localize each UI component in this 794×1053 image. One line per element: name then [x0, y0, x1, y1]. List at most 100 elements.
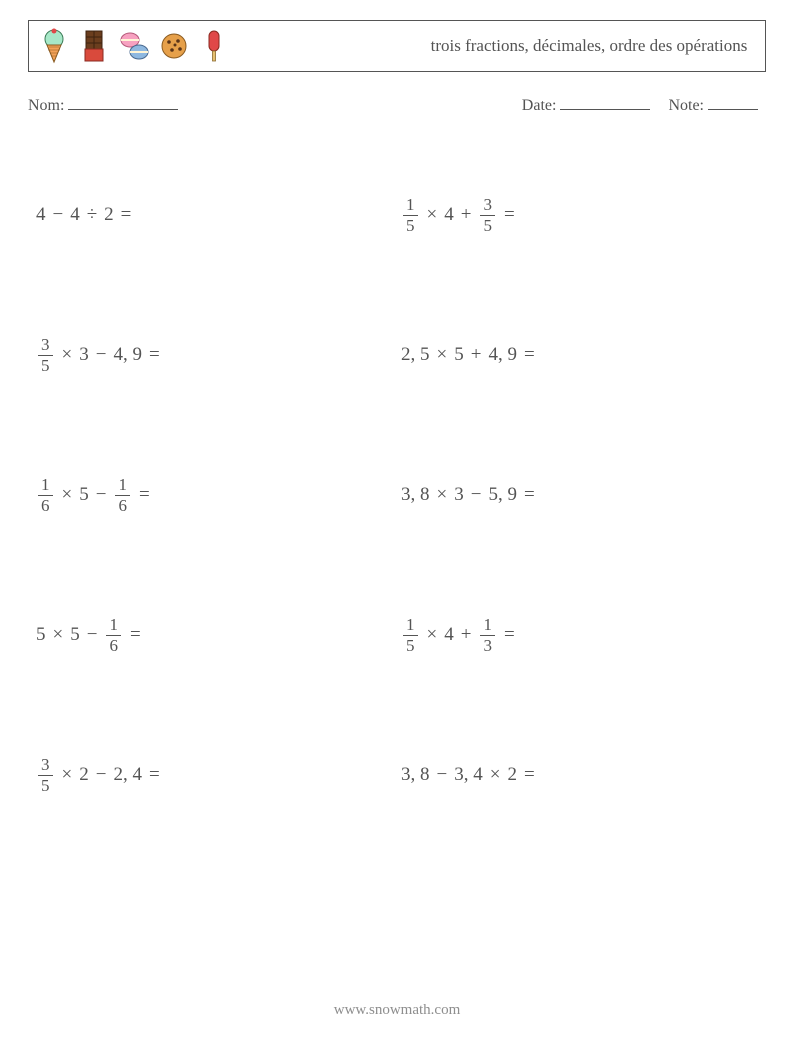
problem: 5×5−16=	[36, 565, 401, 705]
name-field: Nom:	[28, 94, 522, 115]
integer: 4	[444, 624, 454, 646]
name-blank[interactable]	[68, 94, 178, 110]
operator: ×	[62, 344, 73, 366]
decimal-number: 5, 9	[488, 484, 517, 506]
integer: 3	[454, 484, 464, 506]
equals-sign: =	[130, 624, 141, 646]
operator: ×	[53, 624, 64, 646]
fraction: 16	[115, 476, 130, 515]
problem: 15×4+13=	[401, 565, 766, 705]
integer: 2	[79, 764, 89, 786]
equals-sign: =	[524, 344, 535, 366]
operator: ×	[427, 624, 438, 646]
macarons-icon	[117, 27, 151, 65]
equals-sign: =	[524, 484, 535, 506]
equals-sign: =	[504, 204, 515, 226]
fraction-denominator: 5	[403, 637, 418, 655]
operator: ×	[437, 484, 448, 506]
expression: 2, 5×5+4, 9=	[401, 344, 539, 366]
operator: −	[87, 624, 98, 646]
operator: −	[53, 204, 64, 226]
expression: 5×5−16=	[36, 616, 145, 655]
meta-row: Nom: Date: Note:	[28, 94, 766, 115]
expression: 3, 8−3, 4×2=	[401, 764, 539, 786]
operator: ×	[62, 484, 73, 506]
integer: 2	[104, 204, 114, 226]
operator: −	[96, 764, 107, 786]
fraction: 35	[480, 196, 495, 235]
equals-sign: =	[524, 764, 535, 786]
integer: 4	[444, 204, 454, 226]
integer: 3	[79, 344, 89, 366]
fraction-numerator: 1	[403, 196, 418, 214]
decimal-number: 4, 9	[488, 344, 517, 366]
footer-link[interactable]: www.snowmath.com	[0, 1002, 794, 1019]
fraction-denominator: 5	[38, 357, 53, 375]
fraction-denominator: 6	[38, 497, 53, 515]
integer: 4	[36, 204, 46, 226]
operator: −	[96, 484, 107, 506]
fraction-denominator: 5	[38, 777, 53, 795]
expression: 35×3−4, 9=	[36, 336, 164, 375]
operator: ×	[437, 344, 448, 366]
worksheet-title: trois fractions, décimales, ordre des op…	[419, 35, 765, 56]
integer: 5	[79, 484, 89, 506]
note-label: Note:	[668, 97, 704, 114]
date-field: Date:	[522, 94, 651, 115]
integer: 5	[70, 624, 80, 646]
integer: 2	[507, 764, 517, 786]
fraction-numerator: 3	[38, 336, 53, 354]
equals-sign: =	[504, 624, 515, 646]
fraction: 15	[403, 616, 418, 655]
operator: ×	[490, 764, 501, 786]
header-box: trois fractions, décimales, ordre des op…	[28, 20, 766, 72]
expression: 1 5 × 4 +35 =	[401, 196, 519, 235]
name-label: Nom:	[28, 97, 64, 114]
equals-sign: =	[121, 204, 132, 226]
fraction-numerator: 1	[115, 476, 130, 494]
chocolate-bar-icon	[77, 27, 111, 65]
fraction: 16	[106, 616, 121, 655]
fraction-denominator: 6	[106, 637, 121, 655]
operator: ×	[427, 204, 438, 226]
fraction-denominator: 3	[480, 637, 495, 655]
decimal-number: 2, 4	[113, 764, 142, 786]
operator: +	[461, 624, 472, 646]
fraction-denominator: 5	[403, 217, 418, 235]
fraction-denominator: 5	[480, 217, 495, 235]
expression: 15×4+13=	[401, 616, 519, 655]
problem: 3, 8×3−5, 9=	[401, 425, 766, 565]
note-field: Note:	[668, 94, 758, 115]
operator: ×	[62, 764, 73, 786]
integer: 5	[36, 624, 46, 646]
problem: 35×3−4, 9=	[36, 285, 401, 425]
problem: 2, 5×5+4, 9=	[401, 285, 766, 425]
problem: 35 × 2−2, 4 =	[36, 705, 401, 845]
equals-sign: =	[139, 484, 150, 506]
expression: 3, 8×3−5, 9=	[401, 484, 539, 506]
header-icons	[29, 27, 231, 65]
fraction-denominator: 6	[115, 497, 130, 515]
fraction: 35	[38, 756, 53, 795]
note-blank[interactable]	[708, 94, 758, 110]
fraction-numerator: 1	[38, 476, 53, 494]
problem: 4−4÷2=	[36, 145, 401, 285]
fraction: 35	[38, 336, 53, 375]
problem: 1 5 × 4 +35 =	[401, 145, 766, 285]
operator: +	[461, 204, 472, 226]
fraction-numerator: 1	[480, 616, 495, 634]
operator: −	[471, 484, 482, 506]
ice-cream-icon	[37, 27, 71, 65]
fraction-numerator: 1	[403, 616, 418, 634]
integer: 4	[70, 204, 80, 226]
decimal-number: 3, 8	[401, 764, 430, 786]
date-blank[interactable]	[560, 94, 650, 110]
integer: 5	[454, 344, 464, 366]
operator: −	[96, 344, 107, 366]
date-label: Date:	[522, 97, 557, 114]
operator: −	[437, 764, 448, 786]
equals-sign: =	[149, 344, 160, 366]
decimal-number: 2, 5	[401, 344, 430, 366]
equals-sign: =	[149, 764, 160, 786]
cookie-icon	[157, 27, 191, 65]
